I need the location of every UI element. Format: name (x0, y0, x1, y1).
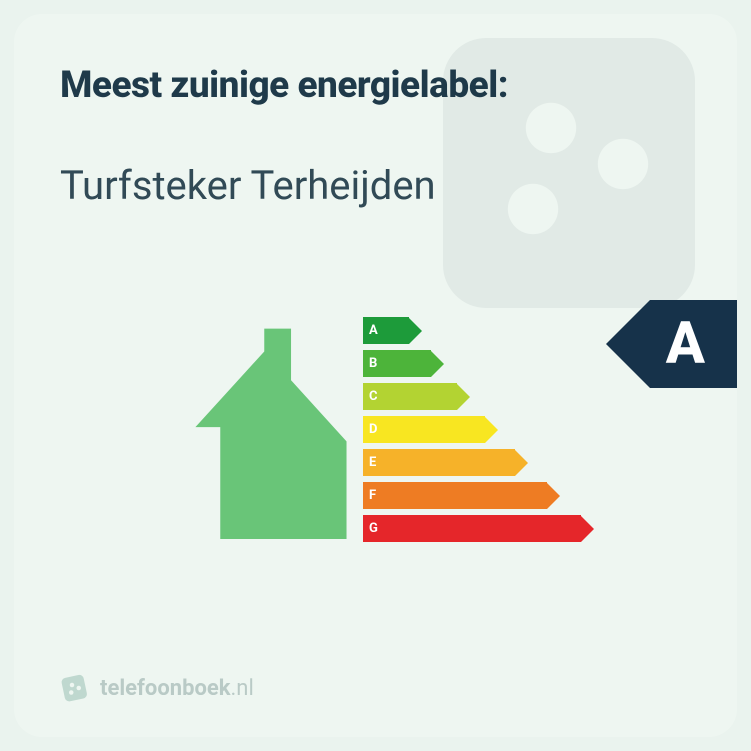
house-icon (190, 319, 350, 539)
bar-label: G (369, 521, 389, 536)
brand-tld: .nl (231, 676, 254, 701)
bar-shape: D (363, 416, 498, 443)
energy-bar-g: G (363, 512, 594, 545)
bar-label: F (369, 488, 389, 503)
energy-bar-e: E (363, 446, 594, 479)
energy-bar-b: B (363, 347, 594, 380)
energy-bar-a: A (363, 314, 594, 347)
bar-label: D (369, 422, 389, 437)
bar-shape: C (363, 383, 470, 410)
bar-shape: G (363, 515, 594, 542)
bar-arrow-icon (431, 351, 444, 377)
bar-body (363, 482, 547, 509)
energy-bar-c: C (363, 380, 594, 413)
bar-label: E (369, 455, 389, 470)
footer-text: telefoonboek.nl (100, 676, 254, 701)
rating-badge: A (606, 300, 737, 388)
bar-arrow-icon (457, 384, 470, 410)
bar-shape: F (363, 482, 560, 509)
energy-chart: A B C D E F G A (60, 304, 691, 564)
rating-letter: A (650, 300, 737, 388)
bar-arrow-icon (581, 516, 594, 542)
bar-label: C (369, 389, 389, 404)
bar-arrow-icon (409, 318, 422, 344)
phonebook-icon (60, 673, 90, 703)
bar-shape: B (363, 350, 444, 377)
bar-body (363, 515, 581, 542)
bar-label: B (369, 356, 389, 371)
bar-label: A (369, 323, 389, 338)
footer-brand: telefoonboek.nl (60, 673, 254, 703)
bar-arrow-icon (515, 450, 528, 476)
energy-bar-f: F (363, 479, 594, 512)
energy-bars: A B C D E F G (363, 314, 594, 545)
card-subtitle: Turfsteker Terheijden (60, 162, 691, 209)
bar-shape: A (363, 317, 422, 344)
brand-name: telefoonboek (100, 676, 231, 701)
bar-shape: E (363, 449, 528, 476)
bar-arrow-icon (547, 483, 560, 509)
info-card: Meest zuinige energielabel: Turfsteker T… (14, 14, 737, 737)
rating-chevron-icon (606, 300, 650, 388)
bar-arrow-icon (485, 417, 498, 443)
energy-bar-d: D (363, 413, 594, 446)
card-title: Meest zuinige energielabel: (60, 64, 691, 107)
